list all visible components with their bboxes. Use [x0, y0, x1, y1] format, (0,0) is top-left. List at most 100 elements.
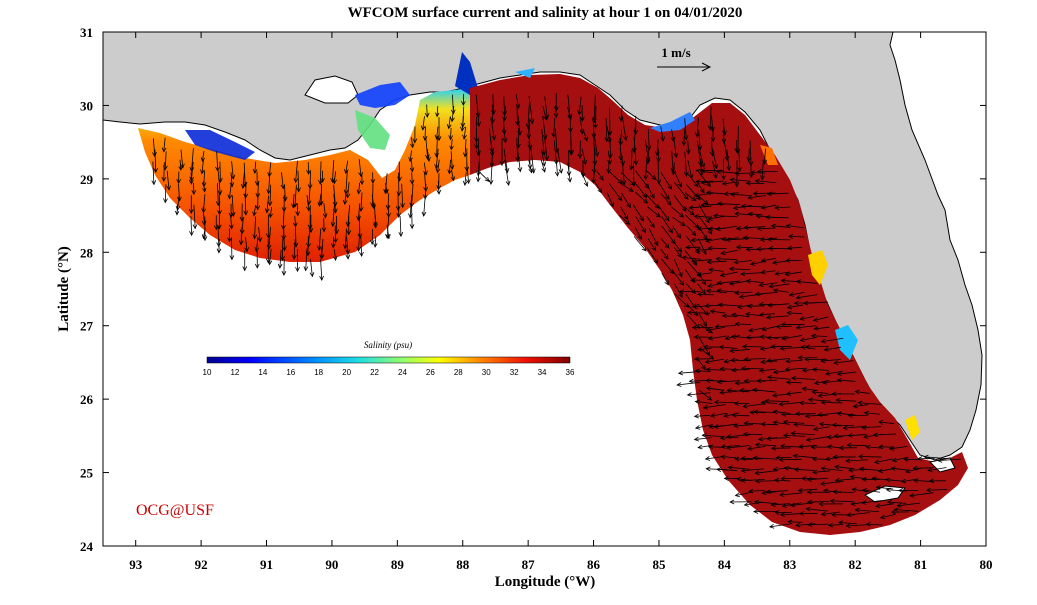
current-vector	[387, 193, 390, 210]
current-vector-head	[691, 258, 697, 264]
current-vector	[647, 149, 650, 164]
current-vector-head	[820, 358, 826, 364]
current-vector	[461, 116, 464, 131]
y-tick-label: 31	[80, 25, 93, 40]
current-vector-head	[709, 309, 715, 314]
current-vector-head	[785, 258, 791, 263]
current-vector	[657, 159, 660, 184]
current-vector-head	[857, 454, 864, 459]
y-tick-label: 27	[80, 319, 94, 334]
current-vector	[771, 503, 791, 506]
current-vector	[761, 423, 779, 426]
current-vector-head	[580, 172, 586, 178]
current-vector-head	[749, 261, 756, 266]
current-vector-head	[723, 358, 729, 364]
current-vector	[202, 181, 206, 192]
current-vector	[793, 455, 817, 459]
current-vector-head	[756, 169, 762, 174]
current-vector-head	[332, 201, 338, 207]
current-vector	[779, 492, 802, 496]
current-vector-head	[705, 288, 712, 294]
current-vector-head	[739, 387, 745, 393]
current-vector	[796, 280, 818, 284]
current-vector	[423, 193, 426, 216]
current-vector	[729, 349, 750, 352]
current-vector	[635, 170, 650, 189]
current-vector	[344, 228, 347, 249]
current-vector	[706, 192, 726, 195]
current-vector-head	[267, 201, 273, 207]
current-vector	[712, 160, 717, 179]
current-vector-head	[320, 177, 325, 183]
current-vector-head	[266, 244, 272, 250]
current-vector	[706, 290, 727, 294]
current-vector	[731, 314, 750, 318]
current-vector	[824, 346, 841, 351]
current-vector-head	[737, 304, 743, 309]
current-vector-head	[937, 458, 943, 463]
current-vector-head	[775, 324, 781, 330]
plot-area	[103, 32, 983, 535]
current-vector-head	[370, 179, 376, 184]
current-vector-head	[346, 230, 352, 236]
current-vector-head	[731, 367, 737, 373]
colorbar-tick-label: 20	[342, 368, 351, 377]
current-vector-head	[723, 476, 729, 481]
current-vector-head	[342, 199, 348, 206]
current-vector-head	[735, 226, 741, 231]
current-vector	[821, 337, 844, 343]
current-vector-head	[820, 400, 826, 405]
current-vector-head	[786, 310, 792, 316]
current-vector-head	[765, 314, 771, 320]
current-vector	[687, 160, 693, 179]
current-vector	[771, 225, 789, 228]
current-vector-head	[227, 194, 233, 200]
current-vector-head	[332, 179, 337, 185]
current-vector	[308, 182, 311, 205]
current-vector	[803, 301, 828, 304]
colorbar-tick-labels: 10 12 14 16 18 20 22 24 26 28 30 32 34 36	[203, 368, 575, 377]
current-vector	[620, 206, 629, 220]
current-vector-head	[694, 368, 700, 374]
current-vector	[570, 138, 573, 155]
current-vector	[837, 371, 857, 375]
current-vector-head	[832, 489, 838, 495]
current-vector	[448, 159, 451, 174]
current-vector	[476, 107, 480, 126]
current-vector	[723, 138, 728, 161]
current-vector	[333, 184, 336, 207]
current-vector-head	[201, 220, 207, 226]
current-vector-head	[633, 160, 639, 166]
current-vector-head	[330, 177, 335, 184]
current-vector	[735, 291, 753, 294]
current-vector-head	[462, 134, 467, 140]
current-vector	[423, 162, 427, 175]
current-vector	[739, 293, 763, 298]
current-vector-head	[733, 401, 739, 406]
current-vector-head	[826, 444, 832, 450]
current-vector	[437, 159, 440, 173]
current-vector	[887, 501, 907, 504]
current-vector-head	[704, 303, 710, 309]
current-vector	[698, 313, 707, 327]
current-vector	[517, 148, 521, 172]
current-vector	[294, 184, 297, 207]
current-vector-head	[754, 478, 761, 484]
current-vector-head	[799, 400, 805, 406]
current-vector	[746, 280, 764, 284]
current-vector-head	[476, 121, 481, 127]
current-vector-head	[779, 512, 785, 517]
current-vector	[741, 367, 764, 370]
coastal-plume	[760, 145, 778, 165]
current-vector-head	[677, 247, 683, 253]
current-vector-head	[795, 522, 801, 528]
current-vector-head	[683, 194, 689, 201]
current-vector-head	[542, 134, 548, 140]
current-vector	[621, 192, 631, 208]
current-vector	[193, 204, 196, 229]
current-vector-head	[765, 436, 772, 441]
current-vector-head	[281, 270, 287, 277]
current-vector	[674, 182, 689, 200]
current-vector-head	[650, 222, 655, 228]
colorbar-tick-label: 30	[482, 368, 491, 377]
